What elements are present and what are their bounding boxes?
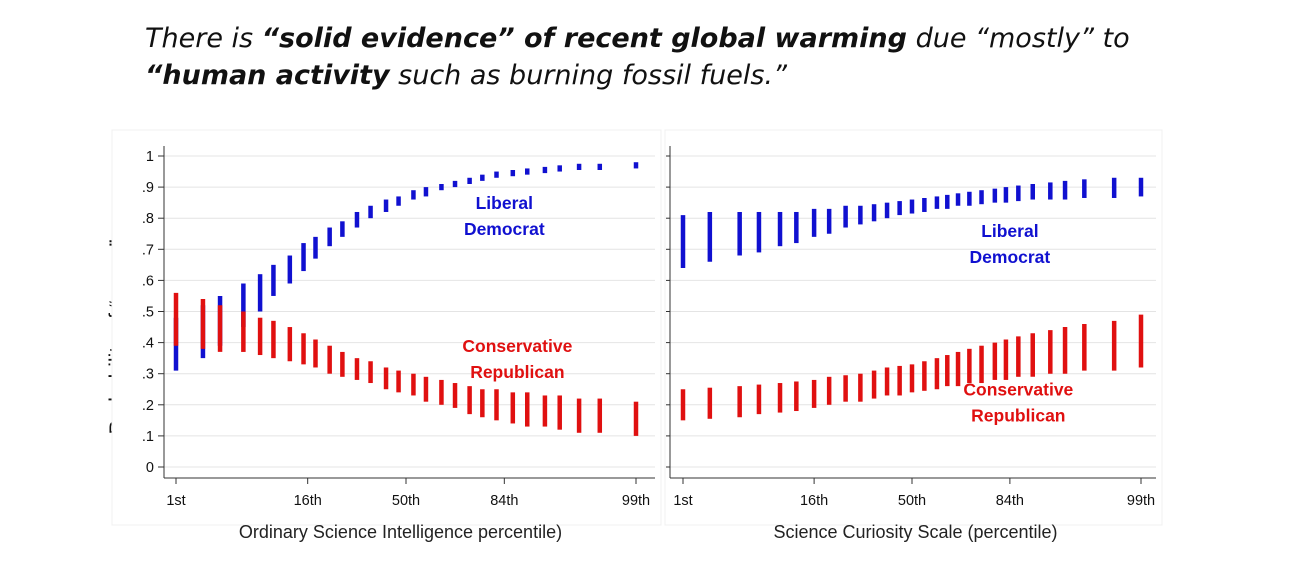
y-tick-label: .3 — [142, 367, 154, 383]
y-tick-label: .7 — [142, 242, 154, 258]
x-tick-label: 99th — [1127, 493, 1155, 509]
x-tick-label: 1st — [673, 493, 692, 509]
x-tick-label: 1st — [166, 493, 185, 509]
slide-headline: There is “solid evidence” of recent glob… — [145, 20, 1245, 94]
panel-frame — [664, 129, 1163, 526]
series-label: Liberal — [476, 193, 533, 213]
series-label: Conservative — [462, 336, 572, 356]
y-tick-label: .4 — [142, 336, 154, 352]
x-tick-label: 50th — [392, 493, 420, 509]
x-tick-label: 16th — [800, 493, 828, 509]
series-label: Liberal — [981, 221, 1038, 241]
headline-bold-1: “solid evidence” of recent global warmin… — [261, 23, 907, 54]
y-tick-label: .5 — [142, 305, 154, 321]
y-tick-label: .8 — [142, 211, 154, 227]
series-label: Republican — [971, 405, 1065, 425]
headline-text-2: due “mostly” to — [906, 23, 1130, 54]
panel-frame — [111, 129, 662, 526]
y-tick-label: .2 — [142, 398, 154, 414]
x-tick-label: 16th — [294, 493, 322, 509]
series-label: Conservative — [963, 379, 1073, 399]
y-tick-label: 1 — [146, 149, 154, 165]
headline-text-3: such as burning fossil fuels.” — [389, 60, 787, 91]
series-label: Democrat — [464, 219, 545, 239]
y-tick-label: .1 — [142, 429, 154, 445]
x-tick-label: 84th — [490, 493, 518, 509]
y-tick-label: .9 — [142, 180, 154, 196]
y-tick-label: 0 — [146, 460, 154, 476]
y-tick-label: .6 — [142, 273, 154, 289]
x-tick-label: 84th — [996, 493, 1024, 509]
series-label: Republican — [470, 362, 564, 382]
x-axis-title: Ordinary Science Intelligence percentile… — [239, 522, 562, 542]
x-axis-title: Science Curiosity Scale (percentile) — [773, 522, 1057, 542]
headline-text-1: There is — [145, 23, 262, 54]
headline-bold-2: “human activity — [145, 60, 390, 91]
series-label: Democrat — [970, 247, 1051, 267]
x-tick-label: 99th — [622, 493, 650, 509]
x-tick-label: 50th — [898, 493, 926, 509]
